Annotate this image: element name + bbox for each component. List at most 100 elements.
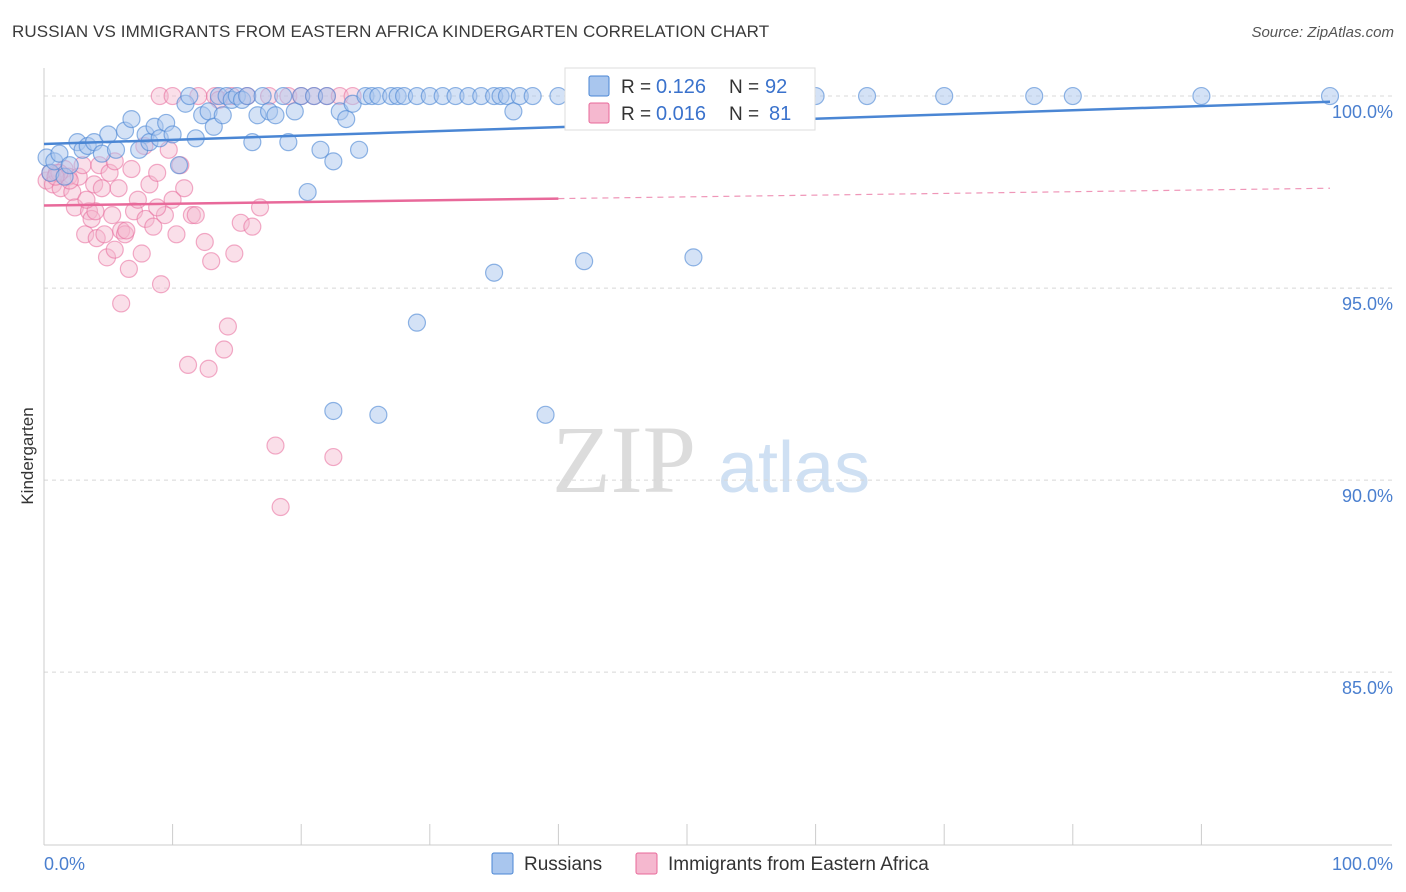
data-point-russians xyxy=(298,182,317,202)
data-point-russians xyxy=(238,86,257,106)
data-point-eastern-africa xyxy=(103,206,122,225)
data-point-eastern-africa xyxy=(100,163,119,182)
data-point-eastern-africa xyxy=(202,252,221,271)
data-point-russians xyxy=(349,140,369,159)
data-point-eastern-africa xyxy=(76,225,95,244)
y-axis-title: Kindergarten xyxy=(18,407,37,504)
watermark-atlas: atlas xyxy=(718,428,870,508)
legend-n-value-eastern-africa: 81 xyxy=(769,103,791,125)
data-point-russians xyxy=(122,109,141,129)
data-point-russians xyxy=(1063,86,1082,106)
legend-r-value-russians: 0.126 xyxy=(656,76,706,98)
bottom-legend-swatch-russians xyxy=(491,852,514,875)
data-point-russians xyxy=(337,109,356,129)
axes: 100.0% 95.0% 90.0% 85.0% 0.0% 100.0% xyxy=(43,68,1393,874)
data-point-eastern-africa xyxy=(214,340,234,359)
data-point-eastern-africa xyxy=(155,206,174,225)
y-tick-label: 90.0% xyxy=(1342,486,1393,506)
data-point-eastern-africa xyxy=(231,213,250,232)
data-point-russians xyxy=(324,401,343,421)
data-point-russians xyxy=(485,263,504,282)
y-tick-label: 85.0% xyxy=(1342,678,1393,698)
data-point-russians xyxy=(317,86,337,106)
watermark-zip: ZIP xyxy=(552,406,696,513)
data-point-russians xyxy=(575,252,594,271)
data-point-russians xyxy=(50,144,69,163)
data-point-eastern-africa xyxy=(63,182,82,202)
data-point-russians xyxy=(407,313,427,332)
data-point-eastern-africa xyxy=(105,240,124,259)
legend-swatch-russians xyxy=(588,75,610,97)
data-point-russians xyxy=(857,86,877,106)
x-tick-label: 100.0% xyxy=(1332,854,1393,874)
data-point-eastern-africa xyxy=(243,217,262,236)
data-point-russians xyxy=(213,106,232,125)
data-point-russians xyxy=(684,248,703,267)
data-point-eastern-africa xyxy=(148,198,167,217)
data-point-eastern-africa xyxy=(122,159,141,179)
data-point-eastern-africa xyxy=(97,248,117,267)
data-point-russians xyxy=(504,102,523,121)
y-tick-label: 95.0% xyxy=(1342,294,1393,314)
data-point-russians xyxy=(180,86,199,106)
legend-r-label-russians: R = xyxy=(621,77,651,98)
source-label: Source: ZipAtlas.com xyxy=(1251,24,1394,41)
data-point-eastern-africa xyxy=(266,436,285,455)
data-point-eastern-africa xyxy=(112,294,131,313)
data-point-eastern-africa xyxy=(178,355,198,375)
data-point-russians xyxy=(106,140,126,159)
legend-n-label-eastern-africa: N = xyxy=(729,104,759,125)
bottom-legend-russians: Russians xyxy=(524,854,602,875)
x-tick-label: 0.0% xyxy=(44,854,85,874)
data-point-eastern-africa xyxy=(150,86,169,106)
data-point-russians xyxy=(279,133,298,152)
data-point-eastern-africa xyxy=(95,225,114,244)
data-point-eastern-africa xyxy=(271,497,290,517)
data-point-russians xyxy=(253,86,272,106)
data-point-russians xyxy=(536,405,555,424)
bottom-legend: Russians Immigrants from Eastern Africa xyxy=(491,852,929,875)
data-point-russians xyxy=(1025,86,1044,106)
data-point-eastern-africa xyxy=(132,244,151,263)
data-point-russians xyxy=(60,156,79,175)
data-point-russians xyxy=(523,86,542,106)
data-point-eastern-africa xyxy=(109,179,128,198)
legend-n-value-russians: 92 xyxy=(765,76,787,98)
data-point-eastern-africa xyxy=(195,232,214,252)
chart-title: RUSSIAN VS IMMIGRANTS FROM EASTERN AFRIC… xyxy=(12,22,770,41)
data-point-russians xyxy=(324,152,343,171)
correlation-legend: R = 0.126 N = 92 R = 0.016 N = 81 xyxy=(564,67,816,131)
data-point-russians xyxy=(285,102,304,121)
data-point-russians xyxy=(274,86,293,106)
data-point-eastern-africa xyxy=(324,447,343,467)
data-point-eastern-africa xyxy=(117,221,136,240)
data-point-russians xyxy=(99,125,118,144)
series-russians-points xyxy=(37,86,1340,424)
data-point-eastern-africa xyxy=(175,179,194,198)
data-point-russians xyxy=(369,405,388,424)
data-point-russians xyxy=(1192,86,1211,106)
data-point-eastern-africa xyxy=(218,317,237,336)
data-point-eastern-africa xyxy=(92,179,111,198)
data-point-russians xyxy=(169,156,189,175)
trend-line-eastern-africa xyxy=(43,197,559,207)
legend-swatch-eastern-africa xyxy=(588,102,610,124)
bottom-legend-eastern-africa: Immigrants from Eastern Africa xyxy=(668,854,929,875)
data-point-eastern-africa xyxy=(144,217,163,236)
data-point-russians xyxy=(1320,86,1340,106)
grid-lines xyxy=(44,95,1392,673)
bottom-legend-swatch-eastern-africa xyxy=(635,852,658,875)
data-point-eastern-africa xyxy=(167,225,186,244)
data-point-eastern-africa xyxy=(182,206,201,225)
data-point-eastern-africa xyxy=(186,206,205,225)
data-point-eastern-africa xyxy=(136,209,155,229)
legend-r-value-eastern-africa: 0.016 xyxy=(656,103,706,125)
data-point-eastern-africa xyxy=(119,259,138,278)
legend-n-label-russians: N = xyxy=(729,77,759,98)
data-point-russians xyxy=(266,106,285,125)
data-point-eastern-africa xyxy=(199,359,218,378)
data-point-russians xyxy=(549,86,568,106)
data-point-eastern-africa xyxy=(128,190,147,209)
data-point-russians xyxy=(935,86,954,106)
